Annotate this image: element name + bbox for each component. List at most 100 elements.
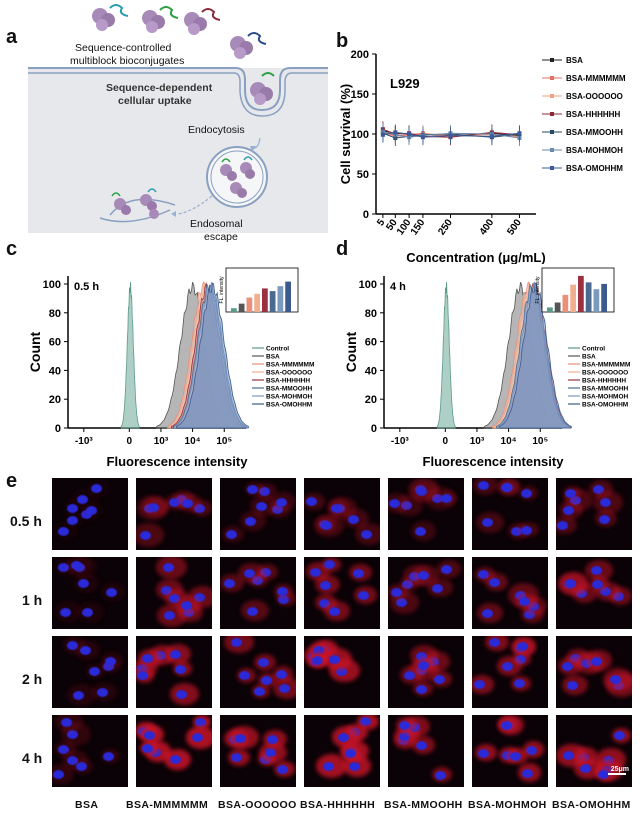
escape-membrane [109, 198, 176, 216]
nucleus-stain [142, 743, 154, 753]
row-label-2h: 2 h [22, 671, 43, 687]
b-data-point [517, 131, 522, 136]
nucleus-stain [390, 587, 402, 597]
c-y-axis-label: Count [27, 331, 43, 372]
nucleus-stain [318, 598, 330, 608]
nucleus-stain [66, 516, 78, 526]
b-legend-marker [550, 58, 554, 62]
c-inset-bar [262, 288, 268, 312]
b-legend-label: BSA [566, 56, 583, 65]
endosome-protein-cluster [220, 156, 255, 198]
c-inset-bar [269, 291, 276, 312]
nucleus-stain [57, 527, 69, 537]
nucleus-stain [518, 597, 530, 607]
nucleus-stain [309, 567, 321, 577]
nucleus-stain [525, 745, 537, 755]
escape-arrow [177, 195, 213, 215]
nucleus-stain [260, 676, 272, 686]
nucleus-stain [254, 687, 266, 697]
nucleus-stain [181, 498, 193, 508]
nucleus-stain [401, 501, 413, 511]
label-multiblock: multiblock bioconjugates [70, 55, 185, 67]
nucleus-stain [416, 486, 428, 496]
b-data-point [380, 132, 385, 137]
nucleus-stain [175, 495, 187, 505]
d-y-tick-label: 80 [365, 308, 377, 320]
micrograph-r3-c0 [52, 715, 128, 787]
d-x-tick-label: 10⁵ [532, 436, 548, 447]
nucleus-stain [67, 503, 79, 513]
nucleus-stain [357, 591, 369, 601]
d-inset-bar [578, 275, 584, 312]
c-inset-bar [277, 286, 284, 312]
nucleus-stain [244, 516, 256, 526]
b-x-tick-label: 5 [375, 217, 387, 228]
b-legend-marker [550, 130, 554, 134]
nucleus-stain [194, 593, 206, 603]
d-inset-ylabel: FL. intensity [535, 276, 541, 303]
col-label-hhhhhh: BSA-HHHHHH [300, 799, 376, 811]
endosome-inner [210, 150, 264, 204]
nucleus-stain [592, 579, 604, 589]
endosome [206, 146, 268, 208]
nucleus-stain [590, 566, 602, 576]
row-label-0-5h: 0.5 h [10, 513, 42, 529]
nucleus-stain [361, 530, 373, 540]
nucleus-stain [225, 530, 237, 540]
b-y-tick-label: 0 [363, 209, 369, 221]
nucleus-stain [194, 717, 206, 727]
d-inset-bar [593, 289, 600, 312]
nucleus-stain [278, 683, 290, 693]
nucleus-stain [278, 594, 290, 604]
d-inset-bar [570, 284, 576, 312]
nucleus-stain [103, 661, 115, 671]
nucleus-stain [258, 487, 270, 497]
nucleus-stain [527, 602, 539, 612]
d-time-label: 4 h [390, 281, 406, 293]
nucleus-stain [306, 497, 318, 507]
nucleus-stain [139, 530, 151, 540]
micrograph-r0-c5 [472, 478, 548, 550]
nucleus-stain [162, 563, 174, 573]
nucleus-stain [329, 607, 341, 617]
micrograph-r2-c6 [556, 636, 632, 708]
c-x-tick-label: 0 [127, 436, 133, 447]
nucleus-stain [272, 505, 284, 515]
d-x-tick-label: 10³ [470, 436, 485, 447]
nucleus-stain [415, 527, 427, 537]
c-y-tick-label: 40 [49, 365, 61, 377]
d-legend-label: BSA [582, 354, 596, 361]
cell-membrane-inner [28, 72, 328, 117]
col-label-mmoohh: BSA-MMOOHH [384, 799, 463, 811]
c-y-tick-label: 80 [49, 308, 61, 320]
col-label-oooooo: BSA-OOOOOO [218, 799, 297, 811]
c-x-tick-label: 10³ [154, 436, 169, 447]
nucleus-stain [277, 765, 289, 775]
label-endocytosis: Endocytosis [188, 124, 245, 136]
d-y-tick-label: 100 [359, 279, 377, 291]
nucleus-stain [88, 667, 100, 677]
b-data-point [393, 130, 398, 135]
nucleus-stain [591, 656, 603, 666]
d-y-tick-label: 0 [371, 423, 377, 435]
nucleus-stain [434, 675, 446, 685]
c-y-tick-label: 100 [43, 279, 61, 291]
nucleus-stain [170, 649, 182, 659]
nucleus-stain [238, 671, 250, 681]
b-x-axis-label: Concentration (μg/mL) [406, 250, 545, 264]
micrograph-r1-c0 [52, 557, 128, 629]
col-label-mmmmmm: BSA-MMMMMM [126, 799, 209, 811]
nucleus-stain [66, 756, 78, 765]
c-y-tick-label: 0 [55, 423, 61, 435]
b-legend-label: BSA-MMOOHH [566, 128, 623, 137]
b-data-point [407, 132, 412, 136]
c-inset-ylabel: FL. intensity [219, 276, 225, 303]
c-legend-label: BSA-MOHMOH [266, 394, 313, 401]
nucleus-stain [396, 598, 408, 608]
micrograph-r3-c3 [304, 715, 380, 787]
micrograph-r3-c1 [136, 715, 212, 787]
nucleus-stain [267, 735, 279, 745]
nucleus-stain [477, 481, 489, 491]
escape-arrowhead [171, 211, 176, 217]
d-y-axis-label: Count [343, 331, 359, 372]
